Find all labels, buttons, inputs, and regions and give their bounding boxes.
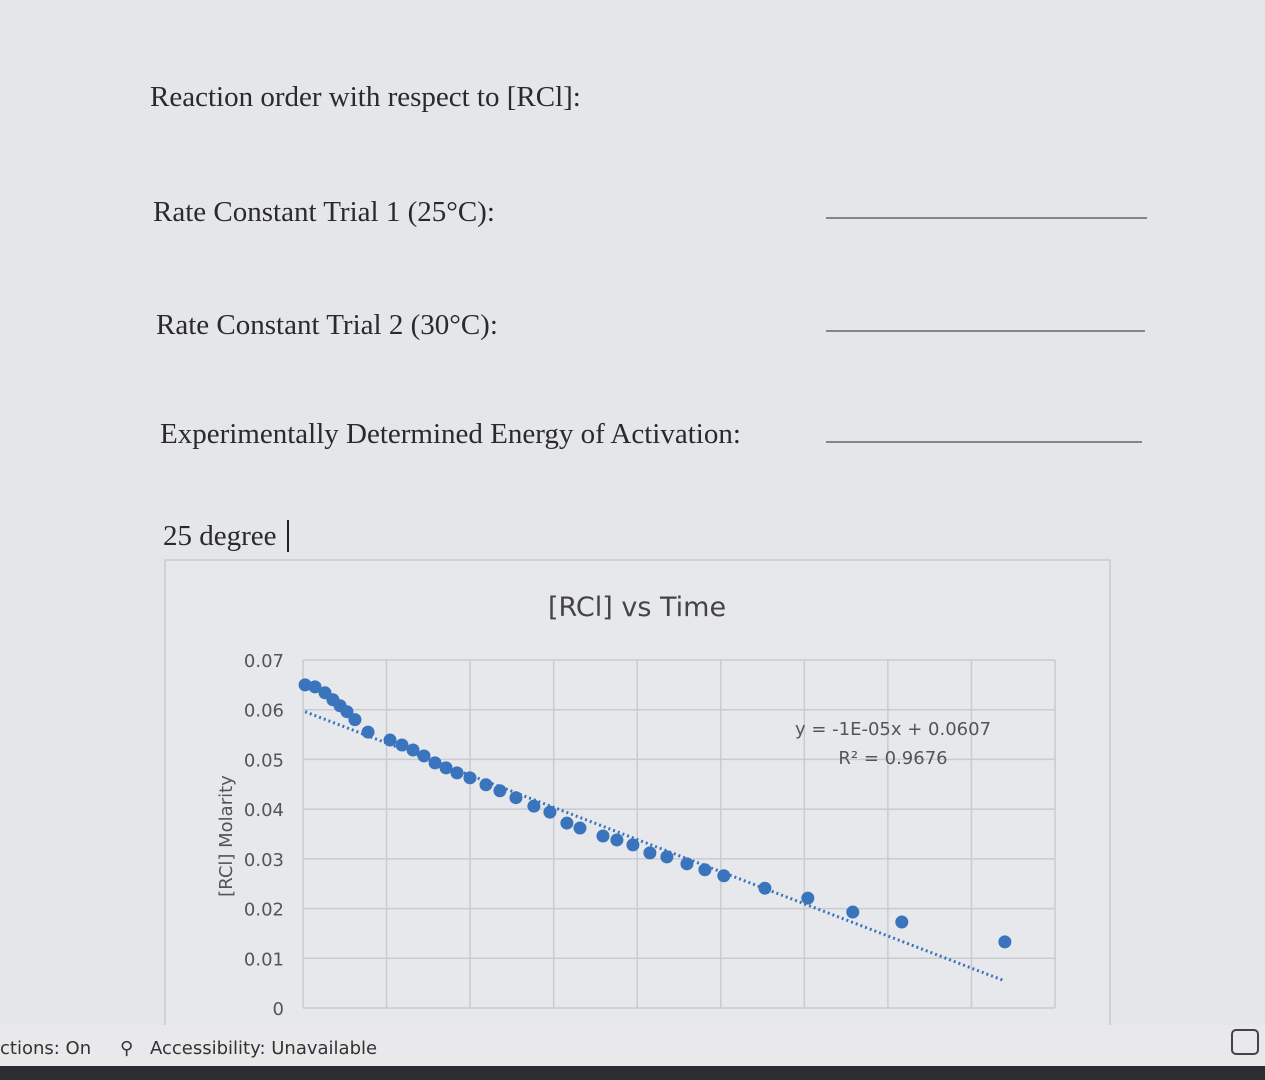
y-tick-label: 0 (273, 999, 284, 1020)
data-point (463, 771, 477, 785)
data-point (680, 857, 694, 871)
data-point (998, 935, 1012, 949)
data-point (626, 838, 640, 852)
y-tick-label: 0.07 (244, 651, 284, 672)
focus-icon[interactable] (1231, 1029, 1259, 1055)
trendline-equation: y = -1E-05x + 0.0607 (795, 719, 991, 740)
accessibility-icon: ⚲ (120, 1038, 133, 1059)
y-tick-label: 0.06 (244, 701, 284, 722)
data-point (698, 863, 712, 877)
data-point (643, 846, 657, 860)
data-point (801, 891, 815, 905)
data-point (428, 756, 442, 770)
doc-line: Reaction order with respect to [RCl]: (150, 81, 581, 113)
y-tick-label: 0.01 (244, 949, 284, 970)
data-point (308, 680, 322, 694)
data-point (450, 766, 464, 780)
doc-line: Rate Constant Trial 1 (25°C): (153, 196, 495, 228)
data-point (758, 881, 772, 895)
data-point (509, 791, 523, 805)
doc-line: Experimentally Determined Energy of Acti… (160, 418, 741, 450)
data-point (717, 869, 731, 883)
data-point (573, 821, 587, 835)
y-tick-label: 0.02 (244, 900, 284, 921)
y-tick-label: 0.03 (244, 850, 284, 871)
data-point (493, 784, 507, 798)
data-point (527, 799, 541, 813)
data-point (340, 705, 354, 719)
data-point (660, 850, 674, 864)
data-point (560, 816, 574, 830)
data-point (596, 829, 610, 843)
data-point (348, 713, 362, 727)
data-point (383, 733, 397, 747)
doc-line: Rate Constant Trial 2 (30°C): (156, 309, 498, 341)
data-point (610, 833, 624, 847)
data-point (846, 905, 860, 919)
y-axis-label: [RCl] Molarity (216, 775, 237, 897)
data-point (361, 725, 375, 739)
status-bar (0, 1025, 1265, 1067)
y-tick-label: 0.04 (244, 800, 284, 821)
data-point (298, 678, 312, 692)
data-point (543, 805, 557, 819)
chart-title: [RCl] vs Time (548, 592, 726, 623)
data-point (479, 778, 493, 792)
status-text: ctions: On (0, 1038, 91, 1059)
data-point (895, 915, 909, 929)
status-text[interactable]: Accessibility: Unavailable (150, 1038, 377, 1059)
y-tick-label: 0.05 (244, 750, 284, 771)
data-point (439, 761, 453, 775)
typed-text[interactable]: 25 degree (163, 520, 277, 552)
trendline-equation: R² = 0.9676 (838, 748, 947, 769)
data-point (395, 738, 409, 752)
data-point (417, 749, 431, 763)
data-point (406, 743, 420, 757)
taskbar (0, 1066, 1265, 1080)
